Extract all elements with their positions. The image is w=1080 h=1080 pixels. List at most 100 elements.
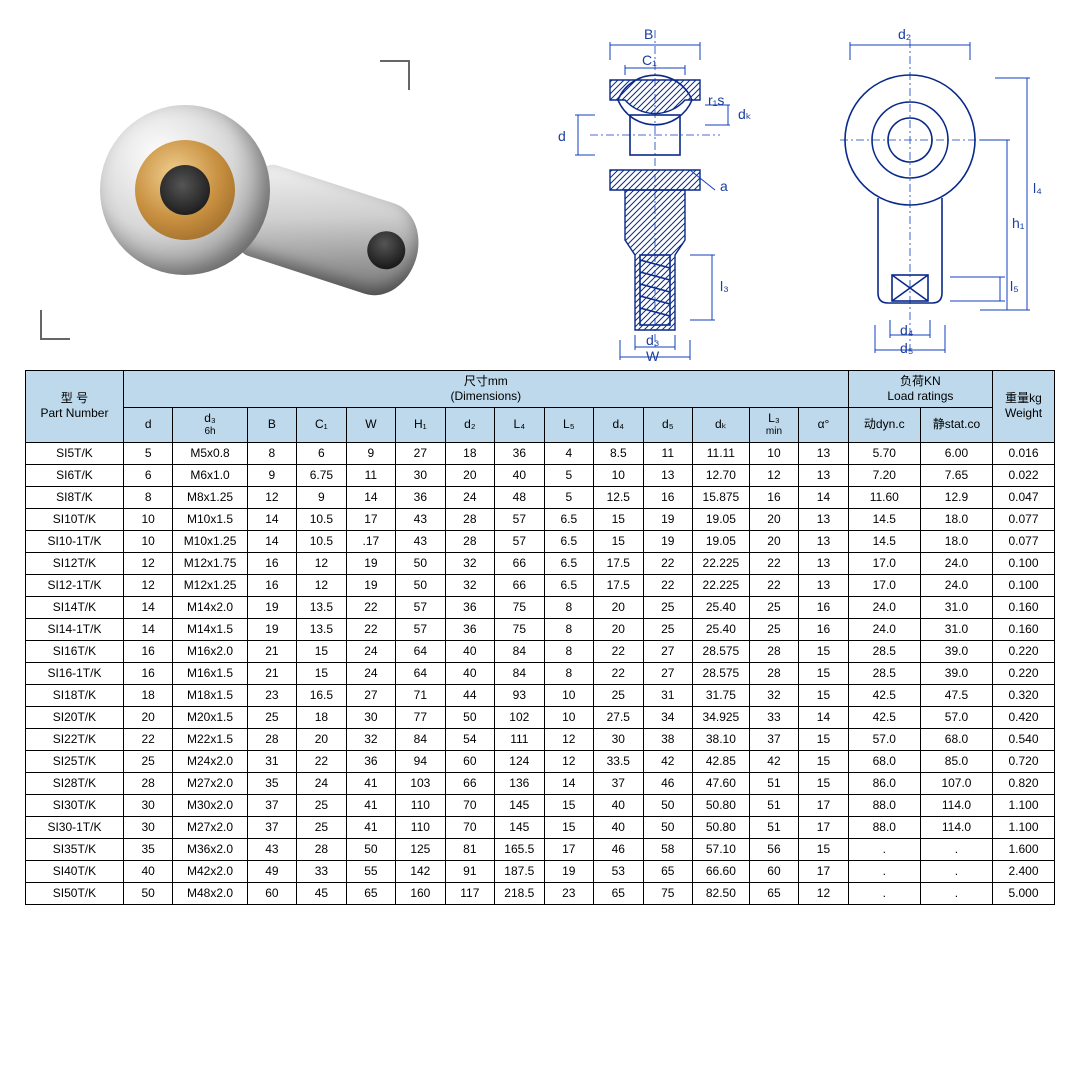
table-cell: 50 <box>123 882 172 904</box>
table-cell: 15 <box>544 794 593 816</box>
table-cell: 0.077 <box>993 530 1055 552</box>
table-cell: 20 <box>594 596 643 618</box>
table-cell: 24 <box>297 772 346 794</box>
table-cell: 41 <box>346 794 395 816</box>
table-cell: SI25T/K <box>26 750 124 772</box>
table-cell: 102 <box>495 706 544 728</box>
table-cell: 37 <box>594 772 643 794</box>
table-cell: 13 <box>643 464 692 486</box>
table-cell: M5x0.8 <box>173 442 247 464</box>
table-cell: 57.10 <box>693 838 750 860</box>
col-dyn: 动dyn.c <box>848 408 920 443</box>
table-cell: 66 <box>445 772 494 794</box>
table-cell: M16x2.0 <box>173 640 247 662</box>
table-cell: M36x2.0 <box>173 838 247 860</box>
table-cell: 0.100 <box>993 552 1055 574</box>
table-cell: 64 <box>396 662 445 684</box>
table-row: SI20T/K20M20x1.525183077501021027.53434.… <box>26 706 1055 728</box>
table-cell: 5 <box>544 486 593 508</box>
table-cell: 5.70 <box>848 442 920 464</box>
table-cell: 50 <box>396 574 445 596</box>
table-cell: 57 <box>396 596 445 618</box>
table-cell: .17 <box>346 530 395 552</box>
table-cell: SI6T/K <box>26 464 124 486</box>
table-cell: 12 <box>123 574 172 596</box>
table-cell: 41 <box>346 816 395 838</box>
table-row: SI12-1T/K12M12x1.251612195032666.517.522… <box>26 574 1055 596</box>
table-cell: 54 <box>445 728 494 750</box>
col-H1: H₁ <box>396 408 445 443</box>
table-cell: 25.40 <box>693 596 750 618</box>
table-cell: 15.875 <box>693 486 750 508</box>
table-cell: 57.0 <box>848 728 920 750</box>
table-cell: 17.0 <box>848 552 920 574</box>
table-cell: 24 <box>346 640 395 662</box>
table-cell: 0.420 <box>993 706 1055 728</box>
table-cell: 9 <box>247 464 296 486</box>
table-cell: 50 <box>346 838 395 860</box>
table-cell: 145 <box>495 794 544 816</box>
table-cell: SI12-1T/K <box>26 574 124 596</box>
table-cell: 8 <box>544 596 593 618</box>
table-cell: 43 <box>396 530 445 552</box>
crop-mark-icon <box>40 310 70 340</box>
table-cell: 42.5 <box>848 706 920 728</box>
table-cell: M6x1.0 <box>173 464 247 486</box>
table-cell: 20 <box>749 530 798 552</box>
table-cell: 25 <box>643 596 692 618</box>
table-cell: 32 <box>346 728 395 750</box>
table-cell: 15 <box>594 508 643 530</box>
table-cell: 66 <box>495 552 544 574</box>
table-cell: 10 <box>749 442 798 464</box>
dim-label: W <box>646 348 659 364</box>
table-cell: 21 <box>247 640 296 662</box>
table-cell: 60 <box>749 860 798 882</box>
table-cell: 31.0 <box>920 596 992 618</box>
table-cell: 22 <box>594 662 643 684</box>
table-cell: 55 <box>346 860 395 882</box>
table-cell: 58 <box>643 838 692 860</box>
table-cell: 91 <box>445 860 494 882</box>
table-cell: 16 <box>799 618 848 640</box>
table-cell: 8 <box>247 442 296 464</box>
table-cell: 28.5 <box>848 640 920 662</box>
table-cell: 65 <box>749 882 798 904</box>
table-cell: 125 <box>396 838 445 860</box>
table-cell: 28 <box>445 530 494 552</box>
table-cell: 145 <box>495 816 544 838</box>
table-cell: 49 <box>247 860 296 882</box>
col-alpha: α° <box>799 408 848 443</box>
table-cell: 51 <box>749 816 798 838</box>
table-cell: 111 <box>495 728 544 750</box>
table-cell: 71 <box>396 684 445 706</box>
table-cell: 0.077 <box>993 508 1055 530</box>
table-cell: 17.5 <box>594 552 643 574</box>
table-cell: 28.575 <box>693 662 750 684</box>
table-cell: 75 <box>643 882 692 904</box>
table-cell: 24 <box>445 486 494 508</box>
table-cell: 84 <box>396 728 445 750</box>
table-cell: 14 <box>247 508 296 530</box>
table-row: SI30T/K30M30x2.03725411107014515405050.8… <box>26 794 1055 816</box>
table-cell: 40 <box>594 794 643 816</box>
table-cell: 16 <box>799 596 848 618</box>
table-cell: 19 <box>346 574 395 596</box>
table-cell: 60 <box>445 750 494 772</box>
table-cell: 7.20 <box>848 464 920 486</box>
table-cell: 46 <box>594 838 643 860</box>
table-row: SI16-1T/K16M16x1.52115246440848222728.57… <box>26 662 1055 684</box>
table-cell: 23 <box>544 882 593 904</box>
table-cell: 12 <box>544 750 593 772</box>
table-cell: SI20T/K <box>26 706 124 728</box>
table-cell: 18 <box>297 706 346 728</box>
dim-label: d₂ <box>898 26 911 42</box>
table-cell: 14 <box>247 530 296 552</box>
table-cell: 32 <box>445 552 494 574</box>
table-cell: 57 <box>495 530 544 552</box>
table-row: SI25T/K25M24x2.031223694601241233.54242.… <box>26 750 1055 772</box>
table-cell: 117 <box>445 882 494 904</box>
table-cell: 50 <box>643 816 692 838</box>
table-cell: 13 <box>799 552 848 574</box>
table-cell: 45 <box>297 882 346 904</box>
table-cell: M14x2.0 <box>173 596 247 618</box>
